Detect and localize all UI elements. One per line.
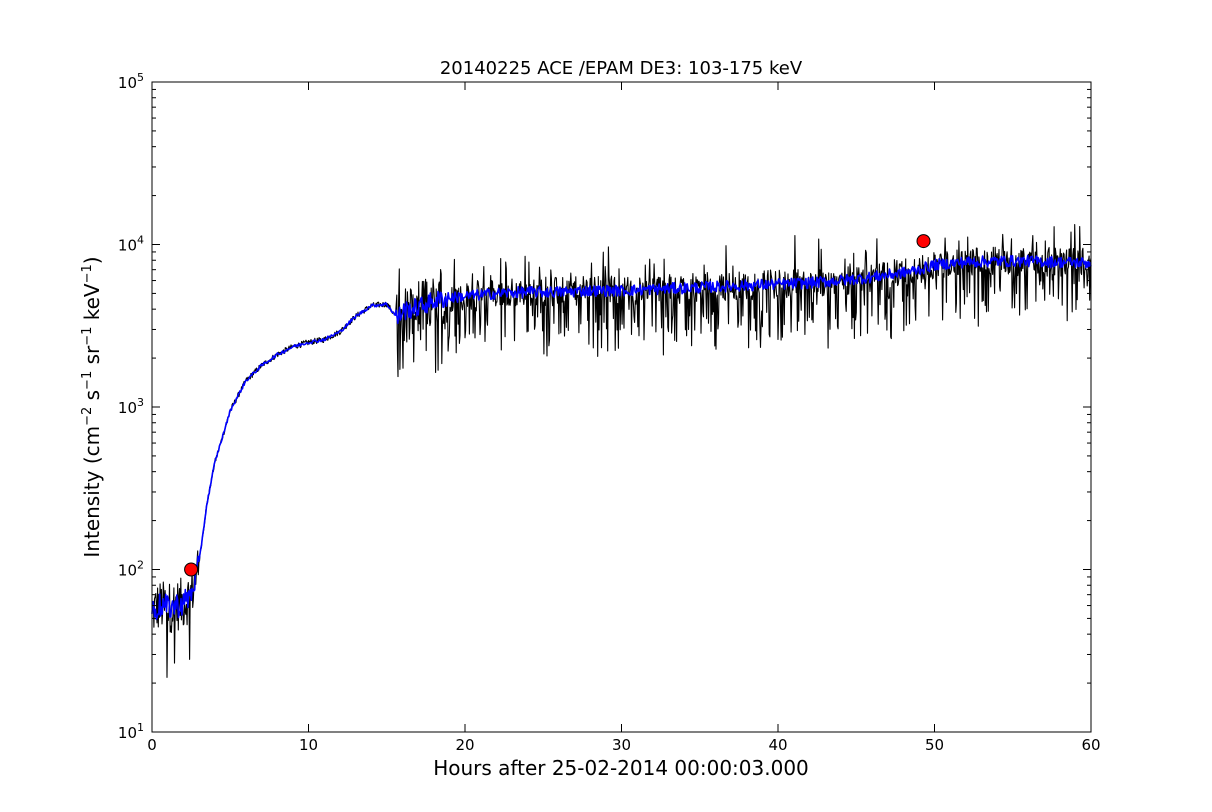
- series-blue-layer: [151, 254, 1092, 621]
- labels-layer: 0 10 20 30 40 50 60 101 102 103 104 105: [118, 71, 1101, 754]
- series-black-layer: [151, 224, 1092, 678]
- x-tick-label: 50: [925, 736, 944, 754]
- x-tick-label: 30: [612, 736, 631, 754]
- plot-frame: [151, 81, 1092, 733]
- marker-point-2: [916, 234, 931, 249]
- marker-point-1: [184, 562, 199, 577]
- series-black-line: [151, 224, 1092, 678]
- series-blue-line: [151, 254, 1092, 621]
- y-tick-label: 104: [118, 234, 144, 255]
- x-tick-label: 40: [768, 736, 787, 754]
- x-tick-label: 0: [147, 736, 157, 754]
- y-tick-label: 105: [118, 71, 144, 92]
- y-tick-label: 102: [118, 559, 144, 580]
- ticks-layer: [151, 81, 1092, 733]
- markers-layer: [184, 234, 931, 577]
- x-tick-label: 20: [455, 736, 474, 754]
- chart-title: 20140225 ACE /EPAM DE3: 103-175 keV: [440, 58, 803, 79]
- x-axis-label: Hours after 25-02-2014 00:00:03.000: [433, 756, 809, 780]
- x-tick-label: 10: [299, 736, 318, 754]
- x-tick-label: 60: [1081, 736, 1100, 754]
- y-tick-label: 101: [118, 721, 144, 742]
- y-axis-label: Intensity (cm−2 s−1 sr−1 keV−1): [80, 256, 104, 557]
- y-tick-label: 103: [118, 396, 144, 417]
